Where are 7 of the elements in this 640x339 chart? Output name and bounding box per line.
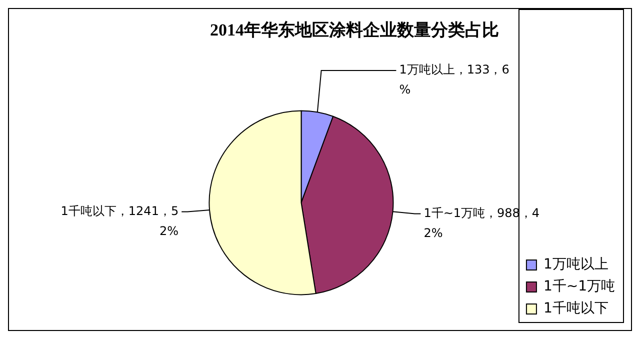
legend-label: 1千吨以下 bbox=[543, 300, 608, 317]
data-label: 1千吨以下，1241，52% bbox=[60, 204, 179, 238]
legend-label: 1千~1万吨 bbox=[543, 278, 615, 295]
data-label: 1千~1万吨，988，42% bbox=[424, 206, 540, 240]
legend-label: 1万吨以上 bbox=[543, 256, 608, 273]
chart-title: 2014年华东地区涂料企业数量分类占比 bbox=[210, 20, 499, 40]
data-label: 1万吨以上，133，6% bbox=[399, 62, 510, 97]
